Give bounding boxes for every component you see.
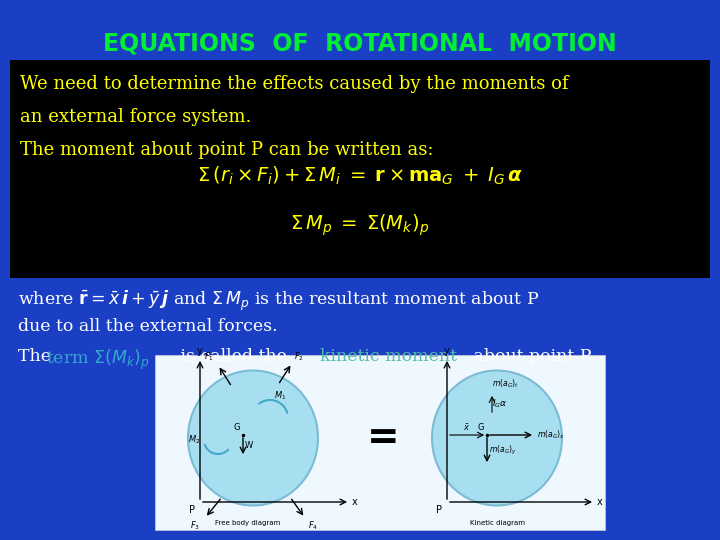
Text: G: G <box>477 423 484 432</box>
Text: We need to determine the effects caused by the moments of: We need to determine the effects caused … <box>20 75 569 93</box>
Text: P: P <box>189 505 195 515</box>
Text: $\Sigma\,M_p\;=\;\Sigma(M_k)_p$: $\Sigma\,M_p\;=\;\Sigma(M_k)_p$ <box>290 212 430 238</box>
Text: W: W <box>245 442 253 450</box>
Text: an external force system.: an external force system. <box>20 108 251 126</box>
Text: x: x <box>597 497 603 507</box>
Text: where $\bar{\mathbf{r}}=\bar{x}\,\boldsymbol{i}+\bar{y}\,\boldsymbol{j}$ and $\S: where $\bar{\mathbf{r}}=\bar{x}\,\boldsy… <box>18 288 539 313</box>
Text: Kinetic diagram: Kinetic diagram <box>469 520 524 526</box>
Text: $M_1$: $M_1$ <box>274 389 287 402</box>
Text: $\bar{x}$: $\bar{x}$ <box>464 422 471 433</box>
Text: $M_2$: $M_2$ <box>188 434 200 446</box>
Text: y: y <box>197 346 203 356</box>
Text: EQUATIONS  OF  ROTATIONAL  MOTION: EQUATIONS OF ROTATIONAL MOTION <box>103 32 617 56</box>
Text: G: G <box>233 423 240 432</box>
Text: term $\Sigma(M_k)_p$: term $\Sigma(M_k)_p$ <box>46 348 150 372</box>
Text: about point P.: about point P. <box>468 348 593 365</box>
Ellipse shape <box>188 370 318 505</box>
Text: y: y <box>444 346 450 356</box>
Ellipse shape <box>432 370 562 505</box>
Text: Free body diagram: Free body diagram <box>215 520 280 526</box>
Text: The moment about point P can be written as:: The moment about point P can be written … <box>20 141 433 159</box>
Text: is called the: is called the <box>175 348 298 365</box>
FancyBboxPatch shape <box>10 60 710 278</box>
Text: $F_4$: $F_4$ <box>308 520 318 532</box>
Text: x: x <box>352 497 358 507</box>
Text: due to all the external forces.: due to all the external forces. <box>18 318 278 335</box>
Text: $F_1$: $F_1$ <box>204 350 214 363</box>
Text: The: The <box>18 348 56 365</box>
Text: $m(a_G)_t$: $m(a_G)_t$ <box>492 377 519 390</box>
Text: kinetic moment: kinetic moment <box>320 348 457 365</box>
Text: P: P <box>436 505 442 515</box>
Text: $F_2$: $F_2$ <box>294 350 304 363</box>
Text: $m(a_G)_y$: $m(a_G)_y$ <box>489 443 517 456</box>
Text: $I_G\alpha$: $I_G\alpha$ <box>492 397 508 410</box>
Text: $F_3$: $F_3$ <box>190 520 200 532</box>
Text: =: = <box>366 419 400 457</box>
Text: $m(a_G)_x$: $m(a_G)_x$ <box>537 429 564 441</box>
FancyBboxPatch shape <box>155 355 605 530</box>
Text: $\Sigma\,(r_i\times F_i)+\Sigma\,M_i\;=\;\mathbf{r}\times\mathbf{ma}_G\;+\;I_G\,: $\Sigma\,(r_i\times F_i)+\Sigma\,M_i\;=\… <box>197 165 523 187</box>
